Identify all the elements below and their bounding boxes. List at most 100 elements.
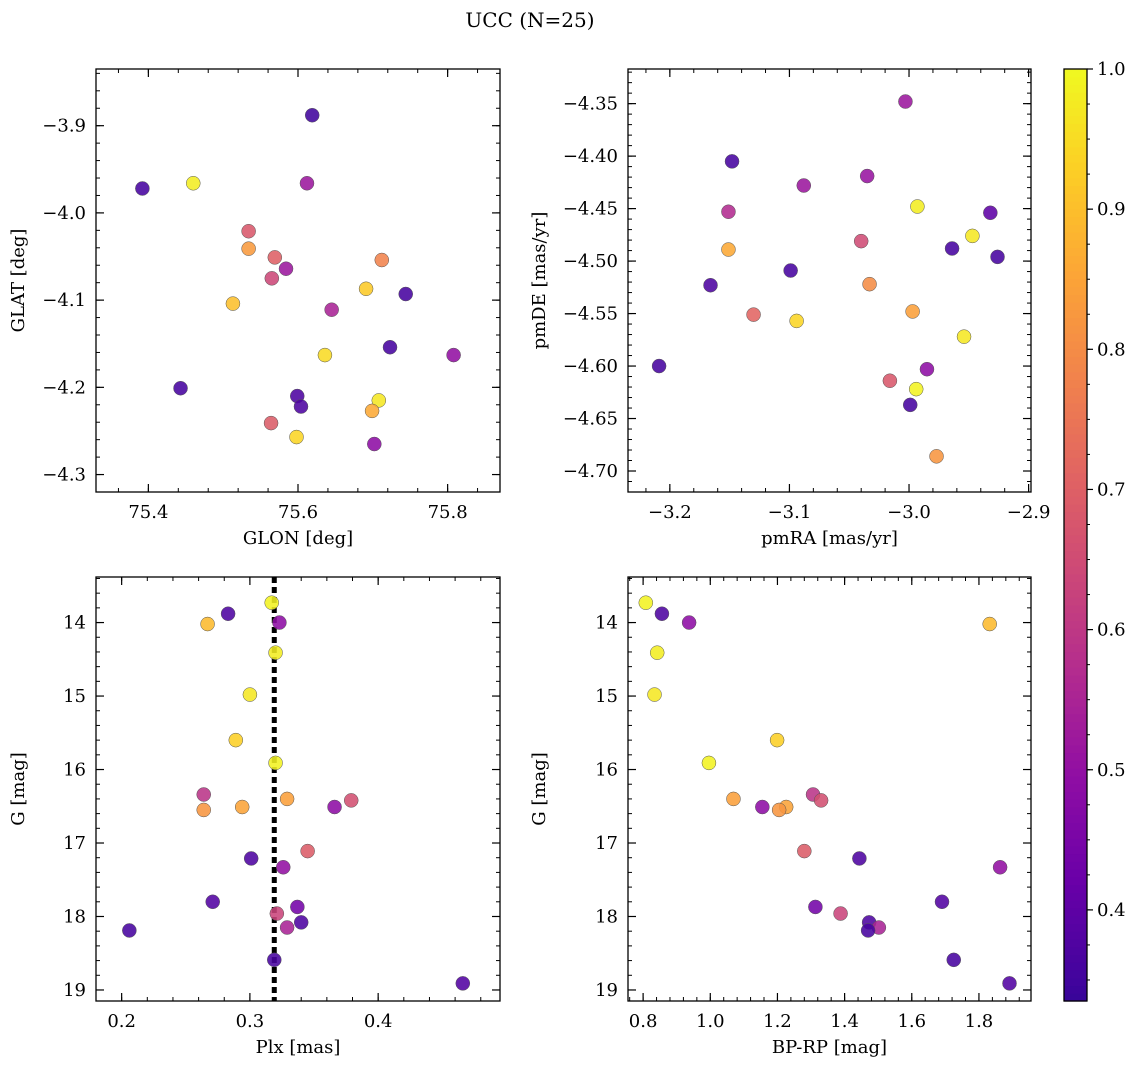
data-points xyxy=(135,107,461,452)
data-point xyxy=(654,606,670,621)
x-tick-label: 0.2 xyxy=(107,1011,136,1032)
data-point xyxy=(852,851,867,866)
colorbar-tick-label: 1.0 xyxy=(1097,59,1126,80)
data-point xyxy=(276,860,291,875)
colorbar-strip xyxy=(1064,519,1087,528)
colorbar-strip xyxy=(1064,472,1087,482)
x-tick-label: 1.4 xyxy=(830,1011,859,1032)
data-point xyxy=(374,252,390,268)
colorbar-strip xyxy=(1064,822,1087,831)
colorbar-strip xyxy=(1064,426,1087,435)
colorbar-strip xyxy=(1064,107,1087,117)
x-tick-label: 0.4 xyxy=(364,1011,393,1032)
data-points xyxy=(638,595,1017,991)
x-tick-label: −2.9 xyxy=(1007,502,1051,523)
colorbar-strip xyxy=(1064,542,1087,552)
colorbar-strip xyxy=(1064,503,1087,513)
colorbar-strip xyxy=(1064,169,1087,179)
x-tick-label: −3.2 xyxy=(648,502,692,523)
data-point xyxy=(853,233,869,249)
colorbar-strip xyxy=(1064,938,1087,948)
data-point xyxy=(701,755,717,771)
colorbar-strip xyxy=(1064,876,1087,886)
colorbar-strip xyxy=(1064,146,1087,156)
colorbar-strip xyxy=(1064,138,1087,148)
data-point xyxy=(813,793,829,808)
data-point xyxy=(455,976,471,991)
data-point xyxy=(944,241,960,256)
data-point xyxy=(771,802,787,818)
colorbar-strip xyxy=(1064,799,1087,808)
panel-galactic: 75.4 75.6 75.8 −3.9 −4.0 −4.1 −4.2 −4.3 GLON [de… xyxy=(8,68,501,549)
colorbar-strip xyxy=(1064,892,1087,901)
colorbar-strip xyxy=(1064,100,1087,109)
colorbar-strip xyxy=(1064,954,1087,963)
colorbar-tick-label: 0.5 xyxy=(1097,760,1126,781)
colorbar-strip xyxy=(1064,488,1087,497)
colorbar-strip xyxy=(1064,434,1087,443)
y-tick-label: −4.2 xyxy=(42,377,86,398)
colorbar-strip xyxy=(1064,441,1087,451)
data-point xyxy=(833,906,848,921)
colorbar-strip xyxy=(1064,604,1087,614)
data-point xyxy=(268,755,283,771)
colorbar-strip xyxy=(1064,232,1087,241)
data-point xyxy=(982,616,997,632)
colorbar-strip xyxy=(1064,768,1087,777)
x-axis-label: GLON [deg] xyxy=(243,528,353,549)
x-tick-label: 75.6 xyxy=(278,502,318,523)
data-point xyxy=(919,361,935,377)
colorbar-strip xyxy=(1064,566,1087,575)
data-point xyxy=(278,261,294,276)
data-point xyxy=(173,380,188,396)
y-tick-label: 16 xyxy=(63,760,86,781)
colorbar-strip xyxy=(1064,915,1087,924)
colorbar-strip xyxy=(1064,837,1087,847)
colorbar-strip xyxy=(1064,558,1087,567)
x-tick-label: 75.4 xyxy=(128,502,168,523)
data-point xyxy=(264,595,279,610)
y-tick-label: 18 xyxy=(63,906,86,927)
data-point xyxy=(220,606,236,621)
data-point xyxy=(243,851,259,866)
colorbar: 0.4 0.5 0.6 0.7 0.8 0.9 1.0 xyxy=(1063,59,1126,1002)
data-point xyxy=(200,616,215,632)
colorbar-strip xyxy=(1064,309,1087,319)
y-tick-label: 17 xyxy=(595,833,618,854)
panel-cmd: 0.8 1.0 1.2 1.4 1.6 1.8 14 15 16 17 18 19 BP-RP [mag… xyxy=(529,576,1032,1058)
colorbar-strip xyxy=(1064,775,1087,785)
data-point xyxy=(638,595,654,610)
colorbar-strip xyxy=(1064,612,1087,622)
x-axis-label: pmRA [mas/yr] xyxy=(761,528,898,549)
y-tick-label: −4.40 xyxy=(563,146,618,167)
colorbar-strip xyxy=(1064,255,1087,264)
colorbar-strip xyxy=(1064,907,1087,917)
colorbar-strip xyxy=(1064,216,1087,225)
data-point xyxy=(299,176,315,191)
x-tick-label: −3.0 xyxy=(887,502,931,523)
data-point xyxy=(783,263,798,278)
x-tick-label: 1.0 xyxy=(696,1011,725,1032)
data-point xyxy=(796,178,812,193)
data-point xyxy=(882,373,898,388)
data-point xyxy=(934,894,950,910)
colorbar-strip xyxy=(1064,713,1087,722)
data-point xyxy=(992,860,1008,875)
panels: 75.4 75.6 75.8 −3.9 −4.0 −4.1 −4.2 −4.3 GLON [de… xyxy=(8,68,1051,1058)
colorbar-strip xyxy=(1064,806,1087,816)
data-point xyxy=(364,403,380,419)
colorbar-strip xyxy=(1064,527,1087,536)
y-tick-label: 15 xyxy=(63,686,86,707)
y-tick-label: −4.1 xyxy=(42,290,86,311)
y-tick-label: 14 xyxy=(63,613,86,634)
data-point xyxy=(228,732,244,748)
y-tick-label: 17 xyxy=(63,833,86,854)
y-tick-label: −4.0 xyxy=(42,203,86,224)
colorbar-strip xyxy=(1064,317,1087,326)
data-point xyxy=(343,793,359,808)
colorbar-strip xyxy=(1064,993,1087,1002)
colorbar-strip xyxy=(1064,931,1087,940)
colorbar-strip xyxy=(1064,224,1087,233)
data-point xyxy=(268,645,283,660)
data-point xyxy=(721,242,736,257)
